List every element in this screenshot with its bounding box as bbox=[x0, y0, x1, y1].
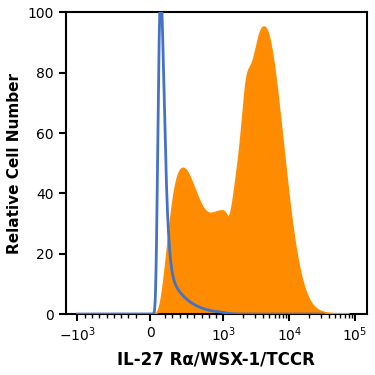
Y-axis label: Relative Cell Number: Relative Cell Number bbox=[7, 73, 22, 254]
X-axis label: IL-27 Rα/WSX-1/TCCR: IL-27 Rα/WSX-1/TCCR bbox=[117, 350, 315, 368]
